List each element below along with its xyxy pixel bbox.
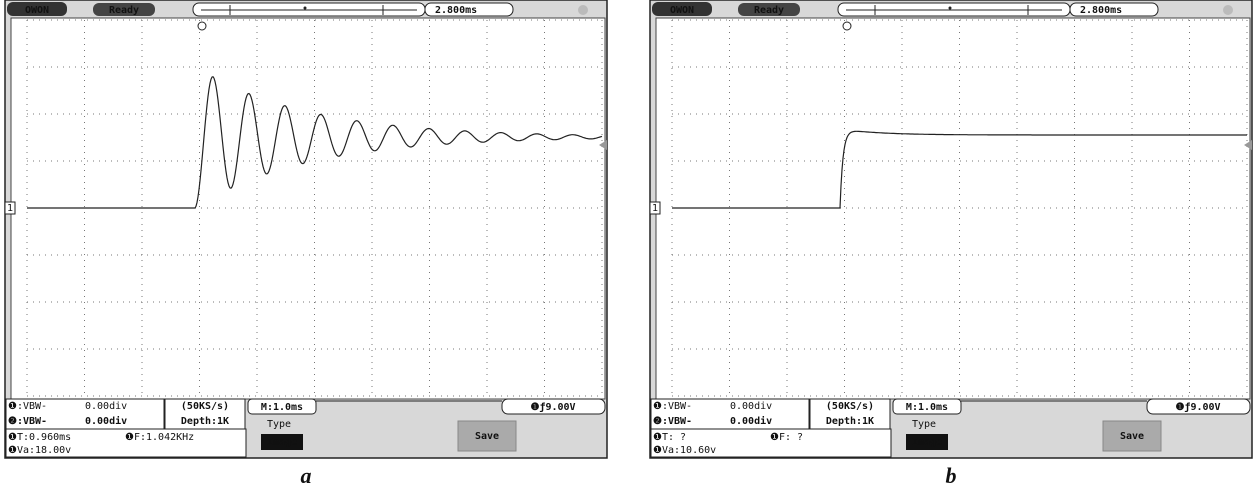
panel-label: b <box>946 463 957 488</box>
frequency: ❶F: ? <box>770 432 803 443</box>
ch2-scale: 0.00div <box>85 415 127 427</box>
scope-panel: OWON Ready 2.800ms 1 ❶:VBW- 0.00div ❷:VBW- 0.00… <box>5 0 607 488</box>
logo: OWON <box>670 5 694 16</box>
trigger-position: 2.800ms <box>1080 5 1122 16</box>
depth: Depth:1K <box>181 416 229 427</box>
corner-icon <box>1223 5 1233 15</box>
type-label: Type <box>912 419 936 430</box>
type-label: Type <box>267 419 291 430</box>
channel-marker: 1 <box>652 203 658 214</box>
logo: OWON <box>25 5 49 16</box>
trigger-icon <box>198 22 206 30</box>
panel-label: a <box>301 463 312 488</box>
corner-icon <box>578 5 588 15</box>
ch1-scale: 0.00div <box>730 401 772 412</box>
sample-rate: (50KS/s) <box>181 401 229 412</box>
ch2-label: ❷:VBW- <box>8 416 47 427</box>
ch2-label: ❷:VBW- <box>653 416 692 427</box>
sample-rate: (50KS/s) <box>826 401 874 412</box>
depth: Depth:1K <box>826 416 874 427</box>
trigger-position: 2.800ms <box>435 5 477 16</box>
ch1-label: ❶:VBW- <box>8 401 47 412</box>
save[interactable]: Save <box>1120 431 1144 442</box>
type-value: Image <box>912 437 942 448</box>
trigger-level: ❶ƒ9.00V <box>1175 402 1220 413</box>
trigger-level: ❶ƒ9.00V <box>530 402 575 413</box>
frequency: ❶F:1.042KHz <box>125 432 194 443</box>
timebase: M:1.0ms <box>261 402 303 413</box>
channel-marker: 1 <box>7 203 13 214</box>
trigger-icon <box>843 22 851 30</box>
timebar-dot <box>949 7 952 10</box>
status: Ready <box>754 5 784 16</box>
period: ❶T:0.960ms <box>8 432 71 443</box>
period: ❶T: ? <box>653 432 686 443</box>
scope-panel: OWON Ready 2.800ms 1 ❶:VBW- 0.00div ❷:VBW- 0.00… <box>650 0 1252 488</box>
amplitude: ❶Va:18.00v <box>8 445 71 456</box>
ch1-label: ❶:VBW- <box>653 401 692 412</box>
save[interactable]: Save <box>475 431 499 442</box>
page: OWON Ready 2.800ms 1 ❶:VBW- 0.00div ❷:VBW- 0.00… <box>0 0 1257 491</box>
status: Ready <box>109 5 139 16</box>
timebar-dot <box>304 7 307 10</box>
type-value: Image <box>267 437 297 448</box>
ch1-scale: 0.00div <box>85 401 127 412</box>
amplitude: ❶Va:10.60v <box>653 445 716 456</box>
ch2-scale: 0.00div <box>730 415 772 427</box>
timebase: M:1.0ms <box>906 402 948 413</box>
